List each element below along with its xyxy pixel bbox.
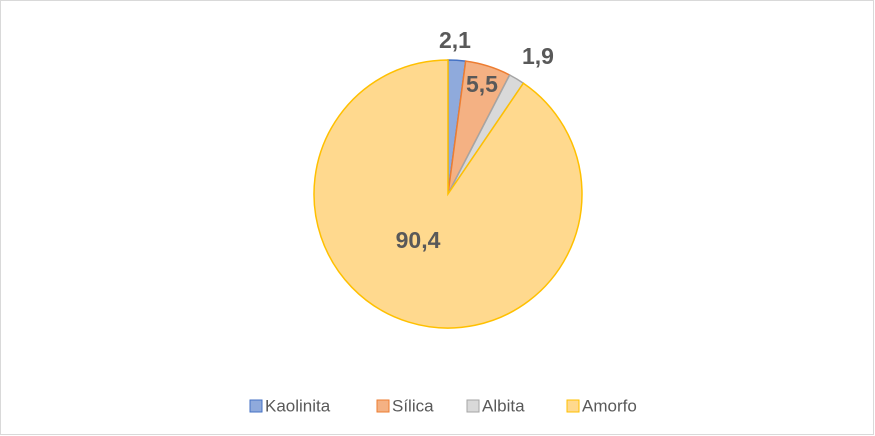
data-label: 2,1 — [439, 27, 471, 53]
legend-label: Sílica — [392, 396, 434, 415]
legend-swatch — [566, 399, 580, 413]
legend-swatch — [249, 399, 263, 413]
data-label: 5,5 — [466, 71, 498, 97]
legend-label: Amorfo — [582, 396, 637, 415]
legend-swatch — [466, 399, 480, 413]
legend-label: Kaolinita — [265, 396, 331, 415]
legend-swatch — [376, 399, 390, 413]
legend-label: Albita — [482, 396, 525, 415]
pie-slice — [313, 59, 583, 329]
data-label: 1,9 — [522, 43, 554, 69]
data-label: 90,4 — [396, 227, 441, 253]
